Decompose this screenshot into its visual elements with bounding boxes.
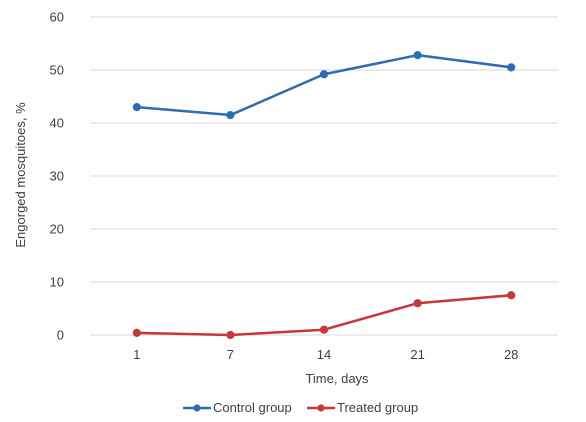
- gridlines: [90, 16, 558, 336]
- legend-label: Treated group: [337, 400, 418, 415]
- series-group: [132, 51, 516, 340]
- data-point: [319, 70, 329, 79]
- y-tick-label: 40: [50, 116, 64, 131]
- data-point: [132, 103, 141, 112]
- y-axis-title: Engorged mosquitoes, %: [13, 102, 28, 248]
- series-0: [132, 51, 516, 120]
- y-tick-label: 30: [50, 169, 64, 184]
- series-1: [132, 291, 516, 340]
- y-tick-label: 50: [50, 63, 64, 78]
- y-tick-label: 0: [57, 328, 64, 343]
- y-tick-label: 20: [50, 222, 64, 237]
- y-tick-label: 10: [50, 275, 64, 290]
- data-point: [132, 328, 141, 337]
- data-point: [413, 299, 422, 308]
- data-point: [226, 330, 235, 340]
- x-tick-label: 21: [410, 347, 424, 362]
- data-point: [507, 63, 516, 72]
- y-tick-label: 60: [50, 10, 64, 25]
- data-point: [413, 51, 422, 60]
- legend-swatch-marker: [317, 404, 325, 412]
- data-point: [507, 291, 516, 300]
- x-tick-label: 14: [317, 347, 331, 362]
- legend-label: Control group: [213, 400, 292, 415]
- legend: Control group Treated group: [183, 400, 418, 415]
- x-axis-title: Time, days: [305, 371, 369, 386]
- x-tick-label: 28: [504, 347, 518, 362]
- x-tick-label: 1: [133, 347, 140, 362]
- legend-item: Treated group: [307, 400, 418, 415]
- y-axis: 0 10 20 30 40 50 60: [50, 10, 64, 343]
- x-axis: 1 7 14 21 28: [133, 347, 518, 362]
- data-point: [319, 325, 329, 334]
- series-line: [135, 53, 513, 117]
- legend-swatch-marker: [193, 404, 201, 412]
- data-point: [226, 110, 235, 120]
- x-tick-label: 7: [227, 347, 234, 362]
- legend-item: Control group: [183, 400, 292, 415]
